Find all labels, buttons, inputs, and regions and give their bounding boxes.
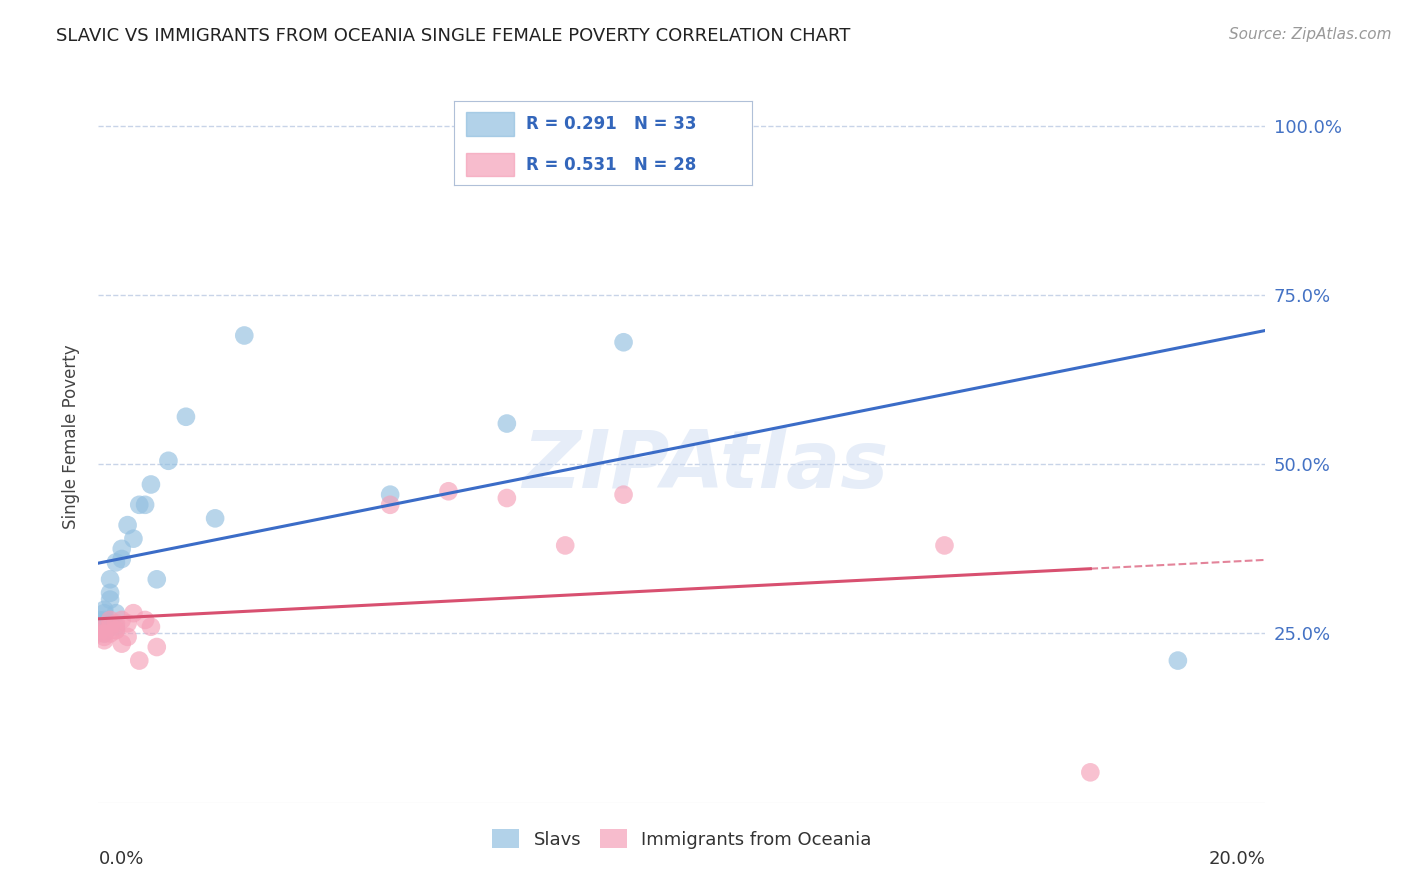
Point: [93, 633, 115, 648]
Point: [104, 606, 127, 620]
Point: [98, 626, 121, 640]
Point: [93, 606, 115, 620]
Point: [98, 616, 121, 631]
Legend: Slavs, Immigrants from Oceania: Slavs, Immigrants from Oceania: [485, 822, 879, 856]
Point: [134, 613, 156, 627]
Point: [87, 613, 110, 627]
Point: [157, 454, 180, 468]
Point: [93, 603, 115, 617]
Point: [139, 477, 162, 491]
Point: [1167, 654, 1189, 668]
Point: [554, 538, 576, 552]
Point: [380, 498, 402, 512]
Point: [104, 620, 127, 634]
Point: [104, 623, 127, 637]
Point: [93, 620, 115, 634]
Point: [128, 654, 150, 668]
Point: [98, 620, 121, 634]
Point: [87, 626, 110, 640]
Point: [122, 606, 145, 620]
Point: [128, 498, 150, 512]
Point: [93, 630, 115, 644]
Point: [93, 616, 115, 631]
Point: [98, 613, 121, 627]
Point: [93, 613, 115, 627]
Point: [174, 409, 197, 424]
Point: [111, 552, 134, 566]
Point: [146, 572, 169, 586]
Point: [204, 511, 226, 525]
Point: [111, 637, 134, 651]
Point: [98, 586, 121, 600]
Point: [87, 620, 110, 634]
Text: 0.0%: 0.0%: [98, 850, 143, 868]
Point: [730, 119, 752, 133]
Point: [1080, 765, 1102, 780]
Point: [93, 626, 115, 640]
Point: [233, 328, 256, 343]
Point: [380, 488, 402, 502]
Point: [93, 626, 115, 640]
Point: [117, 630, 139, 644]
Point: [437, 484, 460, 499]
Text: ZIPAtlas: ZIPAtlas: [522, 427, 889, 506]
Point: [612, 335, 634, 350]
Point: [496, 491, 519, 505]
Point: [146, 640, 169, 654]
Point: [122, 532, 145, 546]
Point: [98, 572, 121, 586]
Point: [117, 616, 139, 631]
Text: 20.0%: 20.0%: [1209, 850, 1265, 868]
Point: [934, 538, 956, 552]
Point: [104, 623, 127, 637]
Point: [87, 623, 110, 637]
Text: SLAVIC VS IMMIGRANTS FROM OCEANIA SINGLE FEMALE POVERTY CORRELATION CHART: SLAVIC VS IMMIGRANTS FROM OCEANIA SINGLE…: [56, 27, 851, 45]
Point: [98, 592, 121, 607]
Point: [104, 555, 127, 569]
Point: [104, 616, 127, 631]
Point: [117, 518, 139, 533]
Text: Source: ZipAtlas.com: Source: ZipAtlas.com: [1229, 27, 1392, 42]
Y-axis label: Single Female Poverty: Single Female Poverty: [62, 345, 80, 529]
Point: [111, 541, 134, 556]
Point: [139, 620, 162, 634]
Point: [87, 623, 110, 637]
Point: [612, 488, 634, 502]
Point: [134, 498, 156, 512]
Point: [496, 417, 519, 431]
Point: [93, 620, 115, 634]
Point: [111, 613, 134, 627]
